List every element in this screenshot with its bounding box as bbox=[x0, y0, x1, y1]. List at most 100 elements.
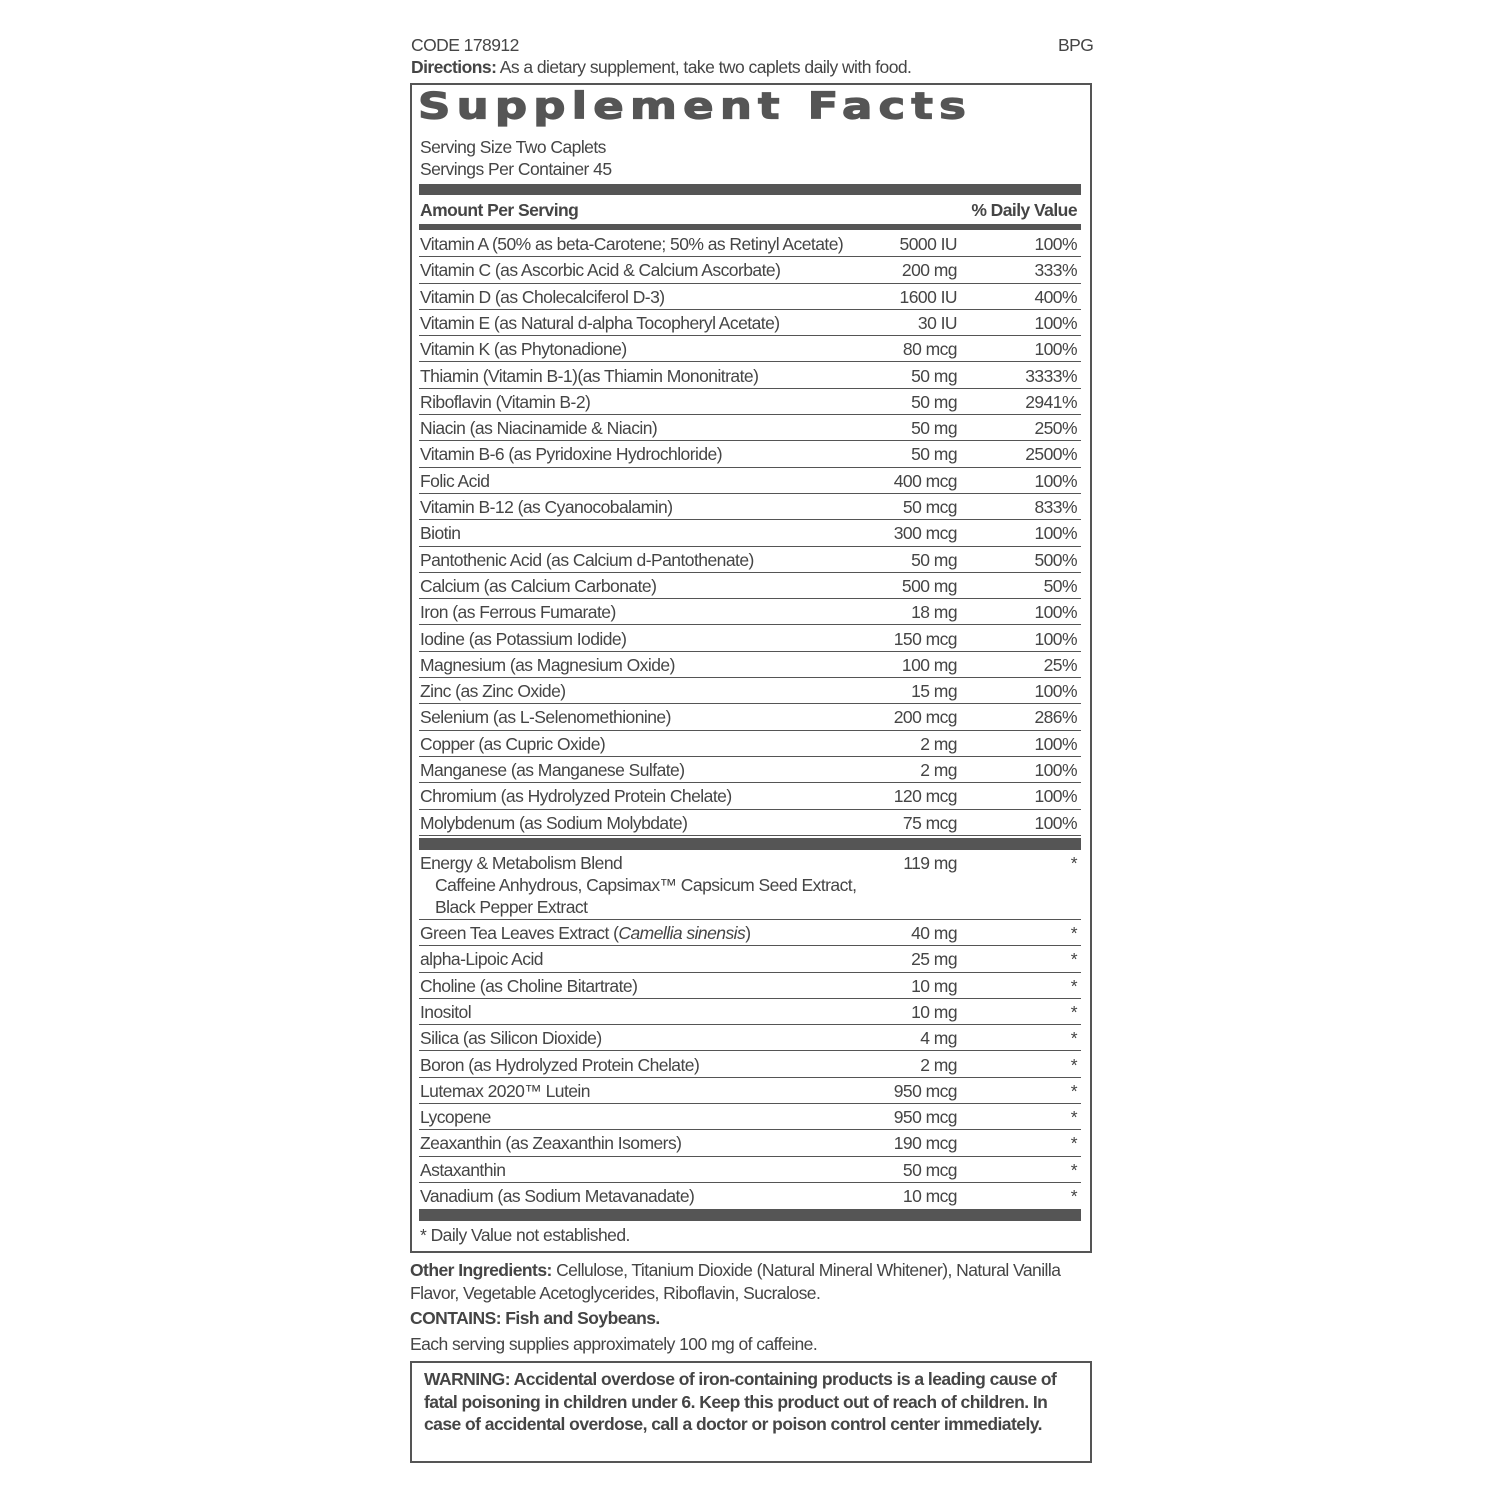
nutrient-name: Copper (as Cupric Oxide) bbox=[420, 733, 606, 754]
serving-size: Serving Size Two Caplets bbox=[420, 137, 606, 157]
nutrient-name: alpha-Lipoic Acid bbox=[420, 949, 544, 970]
nutrient-daily-value: 100% bbox=[1034, 470, 1077, 491]
nutrient-name: Vitamin D (as Cholecalciferol D-3) bbox=[420, 286, 665, 307]
nutrient-daily-value: 250% bbox=[1034, 418, 1077, 439]
nutrient-name: Green Tea Leaves Extract (Camellia sinen… bbox=[420, 923, 751, 944]
nutrient-row: Calcium (as Calcium Carbonate) 500 mg 50% bbox=[419, 573, 1081, 600]
nutrient-name: Calcium (as Calcium Carbonate) bbox=[420, 575, 657, 596]
nutrient-amount: 119 mg bbox=[903, 853, 957, 873]
nutrient-daily-value: 100% bbox=[1034, 234, 1077, 254]
thick-divider bbox=[419, 838, 1081, 850]
nutrient-name: Selenium (as L-Selenomethionine) bbox=[420, 707, 671, 728]
nutrient-daily-value: * bbox=[1070, 1133, 1078, 1154]
amount-per-serving-header: Amount Per Serving bbox=[420, 200, 579, 220]
nutrient-name: Vitamin A (50% as beta-Carotene; 50% as … bbox=[420, 234, 844, 254]
nutrient-row: Boron (as Hydrolyzed Protein Chelate) 2 m… bbox=[419, 1052, 1081, 1078]
nutrient-name: Vitamin B-6 (as Pyridoxine Hydrochloride… bbox=[420, 444, 723, 465]
nutrient-daily-value: 100% bbox=[1034, 733, 1077, 754]
nutrient-row: Iron (as Ferrous Fumarate) 18 mg 100% bbox=[419, 599, 1081, 626]
nutrient-name: Manganese (as Manganese Sulfate) bbox=[420, 760, 685, 780]
nutrient-daily-value: * bbox=[1070, 1159, 1078, 1180]
nutrient-name: Choline (as Choline Bitartrate) bbox=[420, 975, 638, 996]
nutrient-amount: 75 mcg bbox=[902, 812, 958, 833]
nutrient-row: Zeaxanthin (as Zeaxanthin Isomers) 190 mc… bbox=[419, 1130, 1081, 1157]
nutrient-name: Biotin bbox=[420, 523, 461, 544]
nutrient-amount: 10 mg bbox=[911, 1001, 957, 1022]
nutrient-amount: 25 mg bbox=[911, 949, 957, 970]
nutrient-amount: 10 mcg bbox=[902, 1186, 958, 1206]
servings-per-container: Servings Per Container 45 bbox=[420, 159, 612, 179]
nutrient-amount: 2 mg bbox=[920, 733, 957, 754]
nutrient-amount: 50 mg bbox=[911, 391, 957, 412]
nutrient-daily-value: 2500% bbox=[1025, 444, 1077, 465]
nutrient-daily-value: * bbox=[1070, 1080, 1078, 1101]
product-code: CODE 178912 bbox=[411, 35, 519, 55]
nutrient-daily-value: 100% bbox=[1034, 681, 1077, 702]
nutrient-amount: 190 mcg bbox=[893, 1133, 958, 1154]
warning-box: WARNING: Accidental overdose of iron-con… bbox=[410, 1361, 1092, 1463]
nutrient-name: Magnesium (as Magnesium Oxide) bbox=[420, 654, 675, 675]
nutrient-amount: 4 mg bbox=[920, 1028, 957, 1049]
nutrient-row: Inositol 10 mg * bbox=[419, 999, 1081, 1026]
daily-value-header: % Daily Value bbox=[971, 200, 1077, 220]
nutrient-amount: 1600 IU bbox=[899, 286, 958, 307]
nutrient-row: Vitamin C (as Ascorbic Acid & Calcium As… bbox=[419, 257, 1081, 284]
nutrient-daily-value: 100% bbox=[1034, 812, 1077, 833]
nutrient-row: Lutemax 2020™ Lutein 950 mcg * bbox=[419, 1078, 1081, 1105]
nutrient-amount: 300 mcg bbox=[893, 523, 958, 544]
nutrient-amount: 18 mg bbox=[911, 602, 957, 623]
warning-text: WARNING: Accidental overdose of iron-con… bbox=[424, 1369, 1057, 1434]
nutrient-row: Vitamin K (as Phytonadione) 80 mcg 100% bbox=[419, 336, 1081, 363]
nutrient-name: Iron (as Ferrous Fumarate) bbox=[420, 602, 616, 623]
nutrient-row: Vitamin E (as Natural d-alpha Tocopheryl… bbox=[419, 310, 1081, 337]
thick-divider bbox=[419, 184, 1081, 195]
nutrient-row: Molybdenum (as Sodium Molybdate) 75 mcg 10… bbox=[419, 810, 1081, 836]
nutrient-daily-value: 500% bbox=[1034, 549, 1077, 570]
nutrient-amount: 50 mcg bbox=[902, 1159, 958, 1180]
nutrient-amount: 400 mcg bbox=[893, 470, 958, 491]
nutrient-amount: 50 mcg bbox=[902, 497, 958, 517]
nutrient-name: Niacin (as Niacinamide & Niacin) bbox=[420, 418, 658, 439]
nutrient-daily-value: 100% bbox=[1034, 602, 1077, 623]
nutrient-amount: 200 mcg bbox=[893, 707, 958, 728]
nutrient-name: Astaxanthin bbox=[420, 1159, 506, 1180]
nutrient-amount: 150 mcg bbox=[893, 628, 958, 649]
nutrient-daily-value: * bbox=[1070, 1001, 1078, 1022]
nutrient-row: Energy & Metabolism Blend 119 mg * Caffeine… bbox=[419, 850, 1081, 920]
nutrient-name: Boron (as Hydrolyzed Protein Chelate) bbox=[420, 1054, 700, 1075]
nutrient-daily-value: * bbox=[1070, 1028, 1078, 1049]
nutrient-name: Vitamin E (as Natural d-alpha Tocopheryl… bbox=[420, 312, 780, 333]
nutrient-name: Lutemax 2020™ Lutein bbox=[420, 1080, 591, 1101]
panel-title: Supplement Facts bbox=[417, 83, 973, 128]
nutrient-daily-value: * bbox=[1070, 975, 1078, 996]
nutrient-name: Molybdenum (as Sodium Molybdate) bbox=[420, 812, 688, 833]
allergen-statement: CONTAINS: Fish and Soybeans. bbox=[410, 1308, 660, 1328]
nutrient-row: Zinc (as Zinc Oxide) 15 mg 100% bbox=[419, 678, 1081, 705]
nutrient-daily-value: 2941% bbox=[1025, 391, 1077, 412]
nutrient-amount: 100 mg bbox=[901, 654, 958, 675]
nutrient-name: Thiamin (Vitamin B-1)(as Thiamin Mononit… bbox=[420, 365, 759, 386]
directions-label: Directions: bbox=[411, 57, 497, 77]
nutrient-row: Silica (as Silicon Dioxide) 4 mg * bbox=[419, 1025, 1081, 1052]
caffeine-note: Each serving supplies approximately 100 … bbox=[410, 1334, 818, 1354]
nutrient-row: Riboflavin (Vitamin B-2) 50 mg 2941% bbox=[419, 389, 1081, 416]
nutrient-amount: 50 mg bbox=[911, 365, 957, 386]
nutrient-row: Choline (as Choline Bitartrate) 10 mg * bbox=[419, 973, 1081, 999]
nutrient-row: Vitamin B-12 (as Cyanocobalamin) 50 mcg 83… bbox=[419, 494, 1081, 521]
nutrient-amount: 2 mg bbox=[920, 1054, 957, 1075]
nutrient-latin-name: Camellia sinensis bbox=[618, 923, 746, 943]
nutrient-row: Pantothenic Acid (as Calcium d-Pantothen… bbox=[419, 547, 1081, 573]
nutrient-name-end: ) bbox=[745, 923, 751, 943]
blend-ingredients-line: Black Pepper Extract bbox=[435, 897, 588, 917]
nutrient-amount: 50 mg bbox=[911, 418, 957, 439]
blend-ingredients-line: Caffeine Anhydrous, Capsimax™ Capsicum S… bbox=[435, 875, 857, 895]
nutrient-row: alpha-Lipoic Acid 25 mg * bbox=[419, 946, 1081, 973]
nutrient-daily-value: * bbox=[1070, 1107, 1078, 1128]
other-ingredients-label: Other Ingredients: bbox=[410, 1260, 552, 1280]
nutrient-daily-value: 333% bbox=[1034, 260, 1077, 281]
nutrient-name: Vitamin B-12 (as Cyanocobalamin) bbox=[420, 497, 673, 517]
nutrient-amount: 120 mcg bbox=[893, 786, 958, 807]
brand-code: BPG bbox=[1058, 35, 1094, 55]
nutrient-amount: 200 mg bbox=[901, 260, 958, 281]
nutrient-amount: 5000 IU bbox=[899, 234, 958, 254]
